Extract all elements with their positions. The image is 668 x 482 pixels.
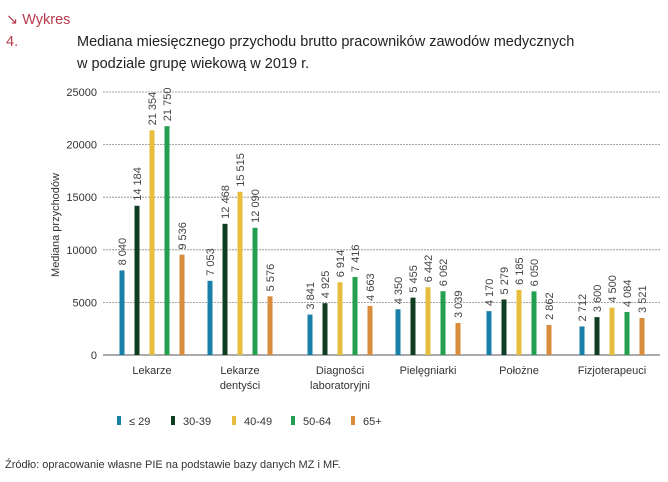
data-label: 4 925	[320, 271, 332, 299]
data-label: 4 170	[484, 279, 496, 307]
bar	[119, 270, 125, 355]
bar	[546, 324, 552, 355]
legend-swatch	[351, 416, 355, 425]
data-label: 5 455	[408, 265, 420, 293]
data-label: 6 050	[529, 259, 541, 287]
bar	[367, 305, 373, 355]
bar	[440, 291, 446, 355]
x-tick-label: Fizjoterapeuci	[578, 365, 646, 377]
data-label: 3 841	[305, 282, 317, 310]
data-label: 8 040	[117, 238, 129, 266]
bar	[164, 126, 170, 355]
bar	[639, 317, 645, 355]
data-label: 21 354	[147, 92, 159, 126]
bar	[267, 296, 273, 355]
legend-swatch	[171, 416, 175, 425]
data-label: 9 536	[177, 222, 189, 250]
data-label: 3 039	[453, 290, 465, 318]
bar	[207, 280, 213, 355]
bar	[624, 312, 630, 355]
bar	[322, 303, 328, 355]
x-tick-label: laboratoryjni	[310, 380, 370, 392]
bar	[222, 223, 228, 355]
x-tick-label: Położne	[499, 365, 539, 377]
legend-label: ≤ 29	[129, 416, 150, 428]
x-tick-label: Lekarze	[220, 365, 259, 377]
bar	[179, 254, 185, 355]
data-label: 3 521	[637, 285, 649, 313]
bar	[395, 309, 401, 355]
chart-title: ↘ Wykres 4. Mediana miesięcznego przychod…	[6, 9, 574, 75]
data-label: 4 350	[393, 277, 405, 305]
y-tick-label: 0	[91, 350, 97, 362]
x-tick-label: Lekarze	[132, 365, 171, 377]
y-axis-label: Mediana przychodów	[50, 173, 62, 277]
y-tick-label: 5000	[73, 297, 97, 309]
bar	[237, 191, 243, 355]
data-label: 4 663	[365, 273, 377, 301]
legend-swatch	[232, 416, 236, 425]
data-label: 5 279	[499, 267, 511, 295]
data-label: 7 416	[350, 244, 362, 272]
data-label: 12 468	[220, 185, 232, 219]
x-tick-label: dentyści	[220, 380, 260, 392]
data-label: 21 750	[162, 88, 174, 122]
bar	[134, 205, 140, 355]
data-label: 3 600	[592, 285, 604, 313]
data-label: 6 062	[438, 259, 450, 287]
y-tick-label: 25000	[66, 87, 97, 99]
data-label: 14 184	[132, 167, 144, 201]
y-tick-label: 10000	[66, 245, 97, 257]
data-label: 6 914	[335, 250, 347, 278]
data-label: 4 084	[622, 280, 634, 308]
data-label: 2 712	[577, 294, 589, 322]
bar	[410, 297, 416, 355]
bar	[252, 227, 258, 355]
legend-label: 65+	[363, 416, 382, 428]
bar	[501, 299, 507, 355]
y-tick-label: 20000	[66, 140, 97, 152]
legend-label: 30-39	[183, 416, 211, 428]
legend-swatch	[291, 416, 295, 425]
chart-title-line2: w podziale grupę wiekową w 2019 r.	[77, 56, 310, 72]
legend-label: 50-64	[303, 416, 331, 428]
bar	[307, 314, 313, 355]
data-label: 12 090	[250, 189, 262, 223]
bar	[149, 130, 155, 355]
data-label: 2 862	[544, 292, 556, 320]
x-tick-label: Diagności	[316, 365, 364, 377]
bar	[531, 291, 537, 355]
source-note: Źródło: opracowanie własne PIE na podsta…	[5, 459, 341, 471]
data-label: 5 576	[265, 264, 277, 292]
data-label: 15 515	[235, 153, 247, 187]
bar	[594, 317, 600, 355]
figure-label: ↘ Wykres 4.	[6, 12, 71, 50]
bar	[579, 326, 585, 355]
data-label: 4 500	[607, 275, 619, 303]
legend-swatch	[117, 416, 121, 425]
bar	[516, 289, 522, 355]
bar	[337, 282, 343, 355]
legend-label: 40-49	[244, 416, 272, 428]
data-label: 6 185	[514, 257, 526, 285]
bar	[486, 311, 492, 355]
bar	[609, 307, 615, 355]
bar	[455, 323, 461, 355]
bar	[352, 276, 358, 355]
y-tick-label: 15000	[66, 192, 97, 204]
x-tick-label: Pielęgniarki	[400, 365, 457, 377]
bar	[425, 287, 431, 355]
data-label: 7 053	[205, 248, 217, 276]
data-label: 6 442	[423, 255, 435, 283]
